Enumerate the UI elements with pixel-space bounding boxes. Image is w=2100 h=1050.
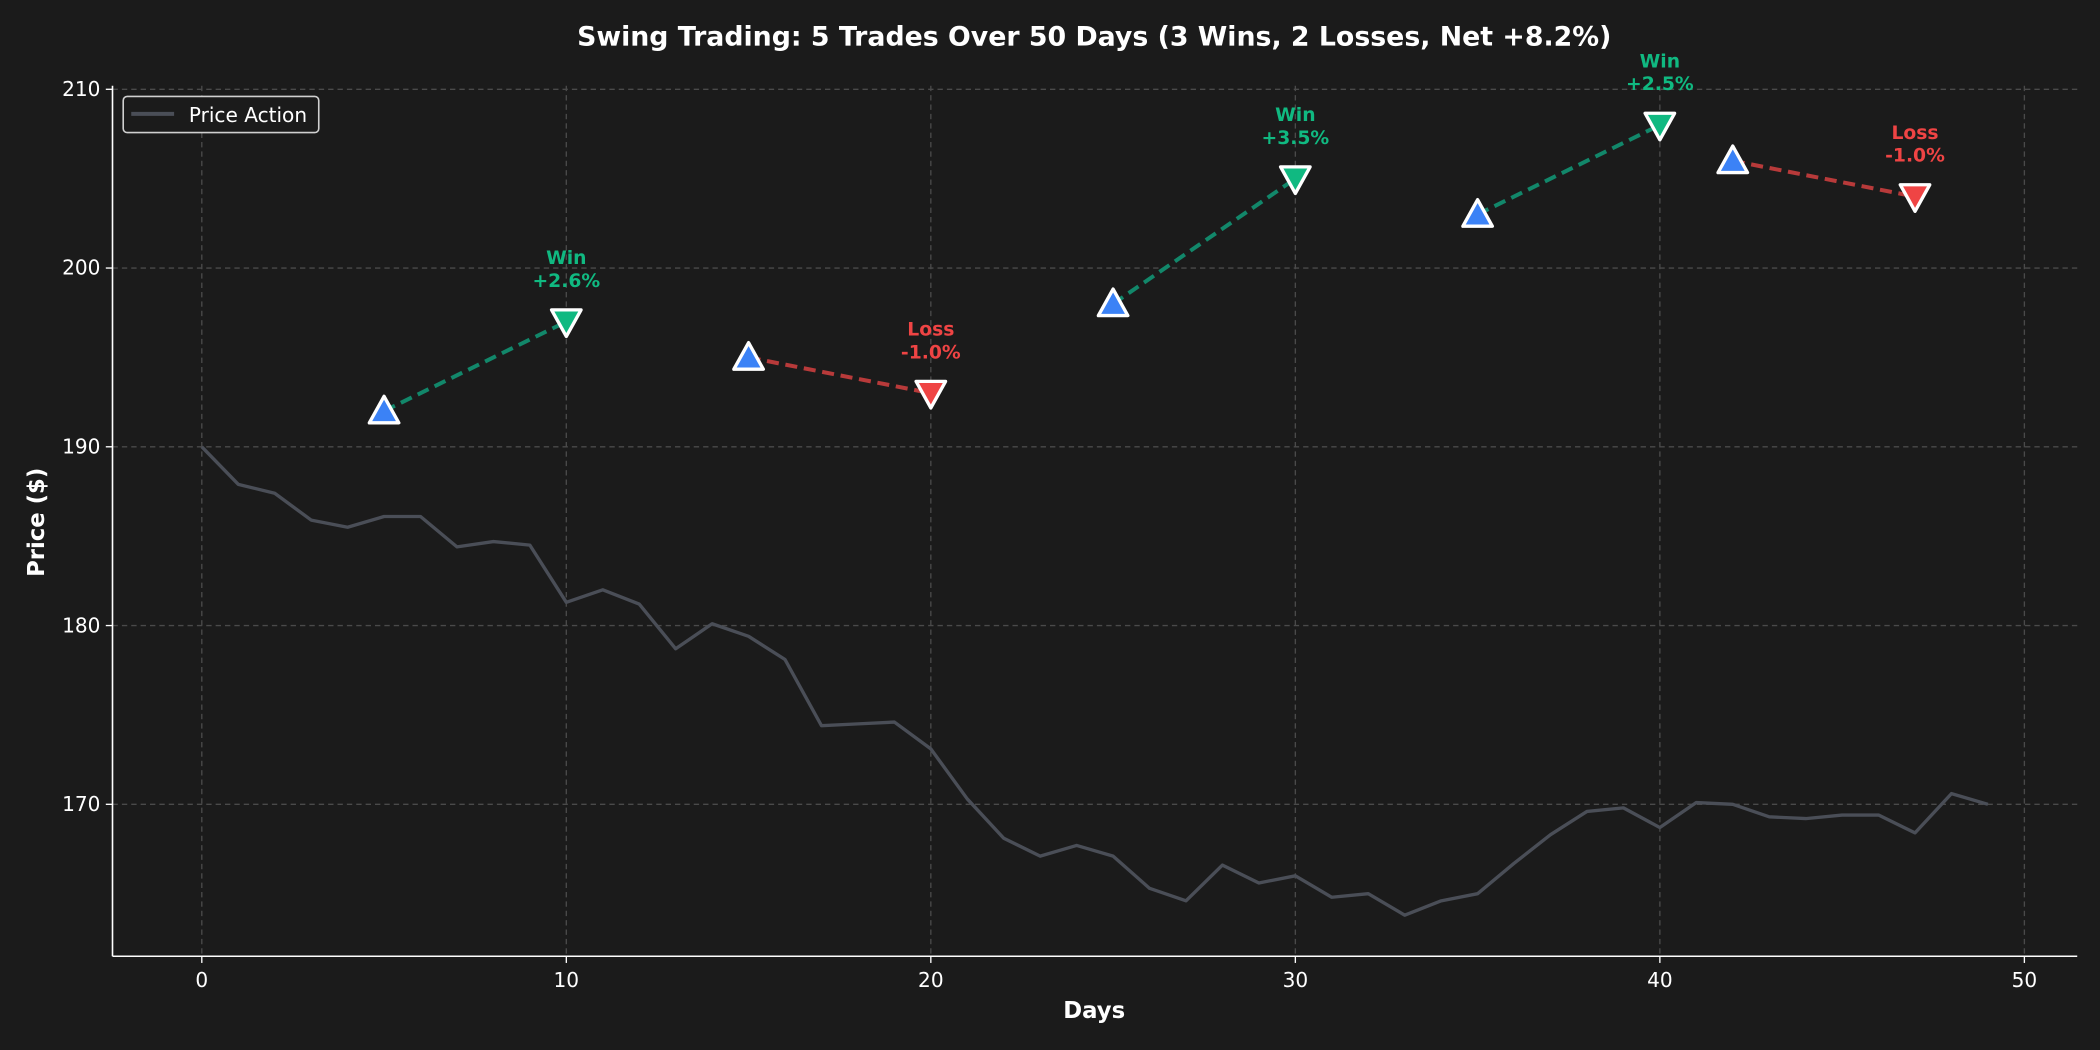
trade-pct-label: -1.0% — [1885, 146, 1945, 167]
y-tick-label: 200 — [62, 256, 100, 280]
exit-marker-down-triangle-icon — [1898, 183, 1932, 213]
legend-label: Price Action — [189, 103, 307, 127]
price-line-group — [200, 445, 1989, 917]
y-axis-label: Price ($) — [24, 468, 50, 577]
grid — [112, 85, 2078, 957]
y-tick-label: 190 — [62, 434, 100, 458]
axes: 0 10 20 30 40 50 170 180 190 200 210 — [62, 77, 2078, 992]
x-axis-label: Days — [1063, 998, 1125, 1024]
y-tick-label: 210 — [62, 77, 100, 101]
trade-connector — [383, 319, 568, 413]
exit-marker-down-triangle-icon — [914, 379, 948, 410]
entry-marker-up-triangle-icon — [1716, 144, 1750, 175]
x-tick-label: 0 — [195, 968, 208, 992]
trade-pct-label: +2.5% — [1626, 74, 1694, 95]
trade-result-label: Loss — [1891, 123, 1938, 144]
entry-marker-up-triangle-icon — [732, 341, 765, 371]
trades-group: Win+2.6%Loss-1.0%Win+3.5%Win+2.5%Loss-1.… — [367, 51, 1945, 425]
x-tick-label: 50 — [2012, 968, 2038, 992]
trade-pct-label: -1.0% — [901, 342, 961, 363]
exit-marker-down-triangle-icon — [1643, 111, 1677, 142]
chart-title: Swing Trading: 5 Trades Over 50 Days (3 … — [577, 22, 1611, 53]
legend-box — [122, 95, 320, 134]
trade-pct-label: +2.6% — [532, 271, 600, 292]
exit-marker-down-triangle-icon — [549, 308, 583, 339]
trade-connector — [748, 355, 932, 396]
trade-result-label: Loss — [907, 320, 954, 341]
trade-connector — [1732, 158, 1916, 199]
legend: Price Action — [122, 95, 320, 134]
trade-connector — [1476, 123, 1661, 217]
trade-result-label: Win — [546, 248, 586, 269]
trade-pct-label: +3.5% — [1261, 128, 1329, 149]
entry-marker-up-triangle-icon — [1096, 287, 1130, 318]
x-tick-label: 10 — [554, 968, 580, 992]
trade-result-label: Win — [1640, 51, 1680, 72]
x-tick-label: 20 — [918, 968, 944, 992]
exit-marker-down-triangle-icon — [1278, 165, 1312, 196]
entry-marker-up-triangle-icon — [367, 394, 401, 425]
x-tick-label: 40 — [1647, 968, 1673, 992]
y-tick-label: 180 — [62, 613, 100, 637]
x-tick-label: 30 — [1283, 968, 1309, 992]
trade-result-label: Win — [1275, 105, 1315, 126]
y-tick-label: 170 — [62, 792, 100, 816]
entry-marker-up-triangle-icon — [1461, 198, 1495, 228]
price-action-line — [200, 445, 1989, 917]
